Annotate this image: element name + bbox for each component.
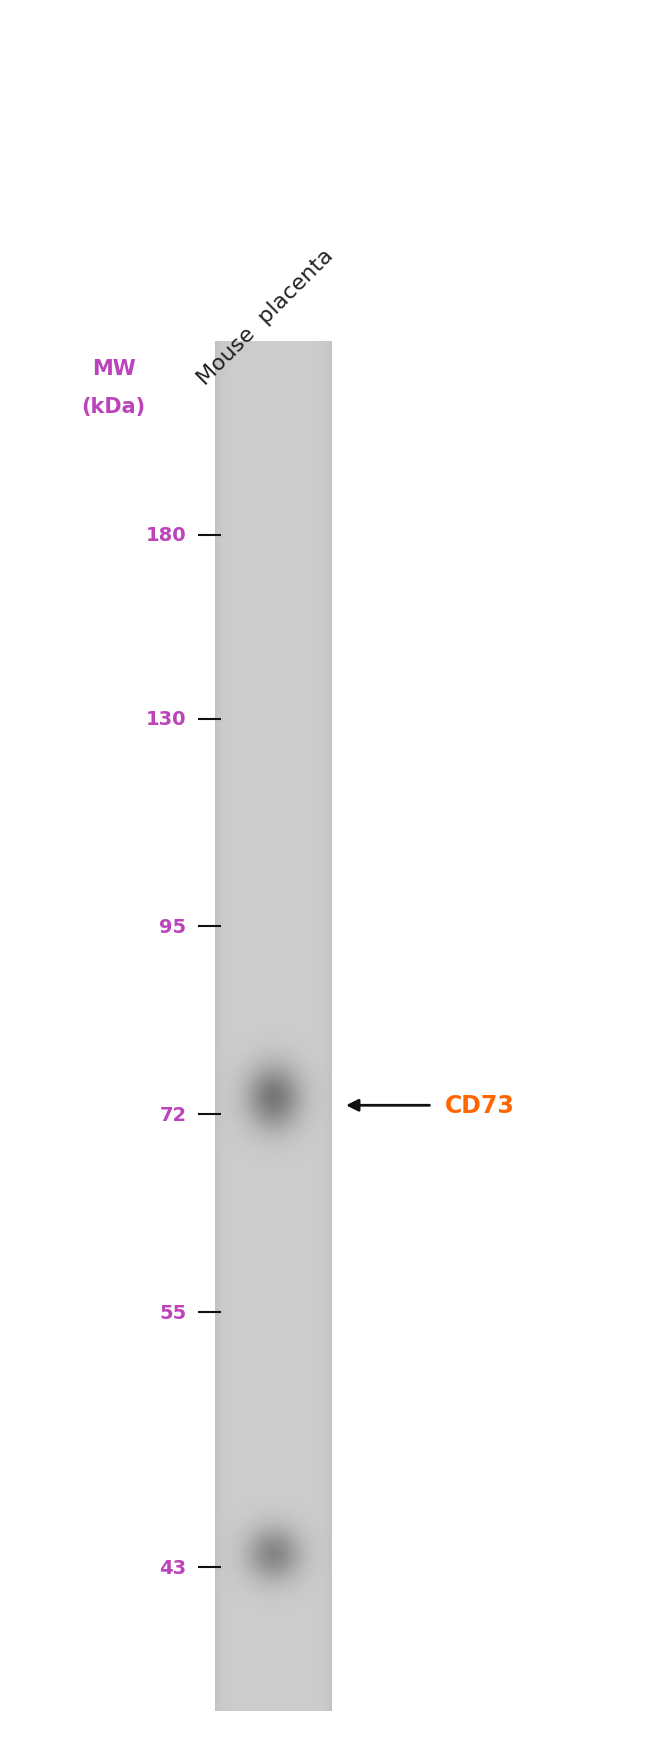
Text: 95: 95 [159,918,187,935]
Text: (kDa): (kDa) [82,397,146,418]
Text: 130: 130 [146,711,187,728]
Text: 180: 180 [146,526,187,544]
Text: 55: 55 [159,1304,187,1322]
Text: 43: 43 [159,1558,187,1576]
Text: 72: 72 [159,1106,187,1123]
Text: Mouse  placenta: Mouse placenta [194,246,337,390]
Text: CD73: CD73 [445,1093,515,1118]
Text: MW: MW [92,358,136,379]
